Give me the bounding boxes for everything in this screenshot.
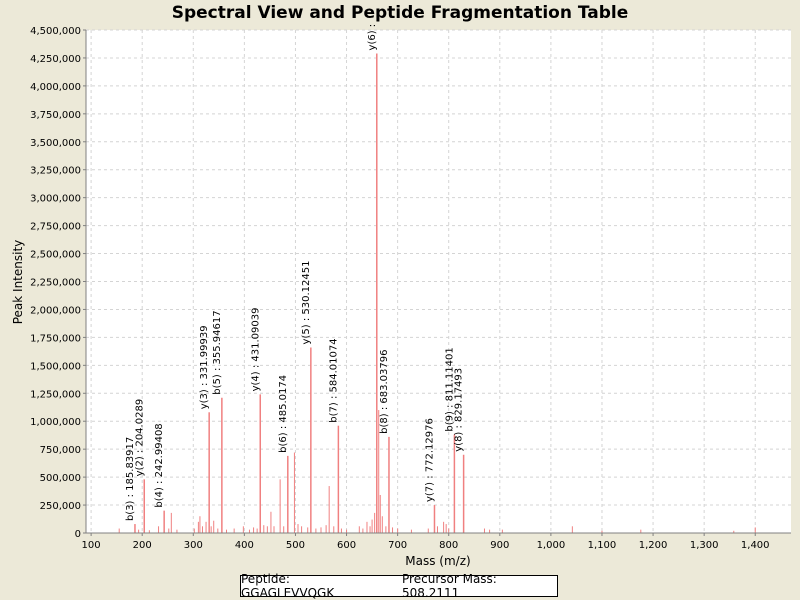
- legend-precursor-mass: Precursor Mass: 508.2111: [402, 572, 497, 600]
- y-tick-label: 250,000: [40, 501, 81, 512]
- peak-label: y(8) : 829.17493: [454, 368, 465, 452]
- plot-area: [86, 30, 791, 533]
- peak-label: b(6) : 485.0174: [278, 375, 289, 453]
- y-tick-label: 500,000: [40, 473, 81, 484]
- x-tick-label: 500: [286, 540, 305, 551]
- x-tick-label: 1,100: [588, 540, 617, 551]
- peak-label: b(7) : 584.01074: [328, 338, 339, 422]
- y-tick-label: 1,750,000: [30, 333, 81, 344]
- peak-label: b(3) : 185.83917: [125, 437, 136, 521]
- chart-title: Spectral View and Peptide Fragmentation …: [171, 3, 629, 23]
- y-tick-label: 2,250,000: [30, 278, 81, 289]
- legend-peptide: Peptide: GGAGLEVVQGK: [241, 572, 335, 600]
- x-tick-label: 1,400: [741, 540, 770, 551]
- y-tick-label: 0: [75, 529, 81, 540]
- peak-label: b(5) : 355.94617: [212, 310, 223, 394]
- y-tick-label: 2,500,000: [30, 250, 81, 261]
- x-tick-label: 800: [439, 540, 458, 551]
- y-tick-label: 3,750,000: [30, 110, 81, 121]
- peak-label: y(4) : 431.09039: [250, 308, 261, 392]
- y-tick-label: 3,500,000: [30, 138, 81, 149]
- x-tick-label: 1,000: [537, 540, 566, 551]
- y-tick-label: 1,250,000: [30, 389, 81, 400]
- y-tick-label: 1,500,000: [30, 361, 81, 372]
- y-tick-label: 750,000: [40, 445, 81, 456]
- peak-label: y(5) : 530.12451: [301, 261, 312, 345]
- peak-series: [118, 53, 756, 533]
- x-tick-label: 200: [133, 540, 152, 551]
- y-axis-label: Peak Intensity: [11, 240, 25, 325]
- peak-label: y(6) :: [367, 24, 378, 51]
- peak-label: y(2) : 204.0289: [134, 399, 145, 477]
- y-tick-label: 2,000,000: [30, 305, 81, 316]
- peak-label: b(8) : 683.03796: [379, 350, 390, 434]
- x-tick-label: 1,200: [639, 540, 668, 551]
- peak-label: b(9) : 811.11401: [444, 347, 455, 431]
- x-tick-label: 600: [337, 540, 356, 551]
- x-tick-label: 900: [490, 540, 509, 551]
- y-tick-label: 3,250,000: [30, 166, 81, 177]
- peak-label: b(4) : 242.99408: [154, 423, 165, 507]
- x-tick-label: 400: [235, 540, 254, 551]
- y-axis-ticks: 0 250,000 500,000 750,000 1,000,000 1,250,000…: [30, 26, 86, 540]
- x-axis-label: Mass (m/z): [405, 554, 470, 568]
- x-tick-label: 700: [388, 540, 407, 551]
- x-tick-label: 300: [184, 540, 203, 551]
- peak-label: y(7) : 772.12976: [424, 418, 435, 502]
- y-tick-label: 4,250,000: [30, 54, 81, 65]
- y-tick-label: 4,500,000: [30, 26, 81, 37]
- x-axis-ticks: 100 200 300 400 500 600 700 800 900 1,000 1,100 1,2…: [82, 533, 770, 551]
- y-tick-label: 3,000,000: [30, 194, 81, 205]
- legend: Peptide: GGAGLEVVQGK Precursor Mass: 508…: [240, 572, 558, 600]
- peak-label: y(3) : 331.99939: [199, 325, 210, 409]
- y-tick-label: 1,000,000: [30, 417, 81, 428]
- y-tick-label: 4,000,000: [30, 82, 81, 93]
- x-tick-label: 100: [82, 540, 101, 551]
- x-tick-label: 1,300: [690, 540, 719, 551]
- y-tick-label: 2,750,000: [30, 222, 81, 233]
